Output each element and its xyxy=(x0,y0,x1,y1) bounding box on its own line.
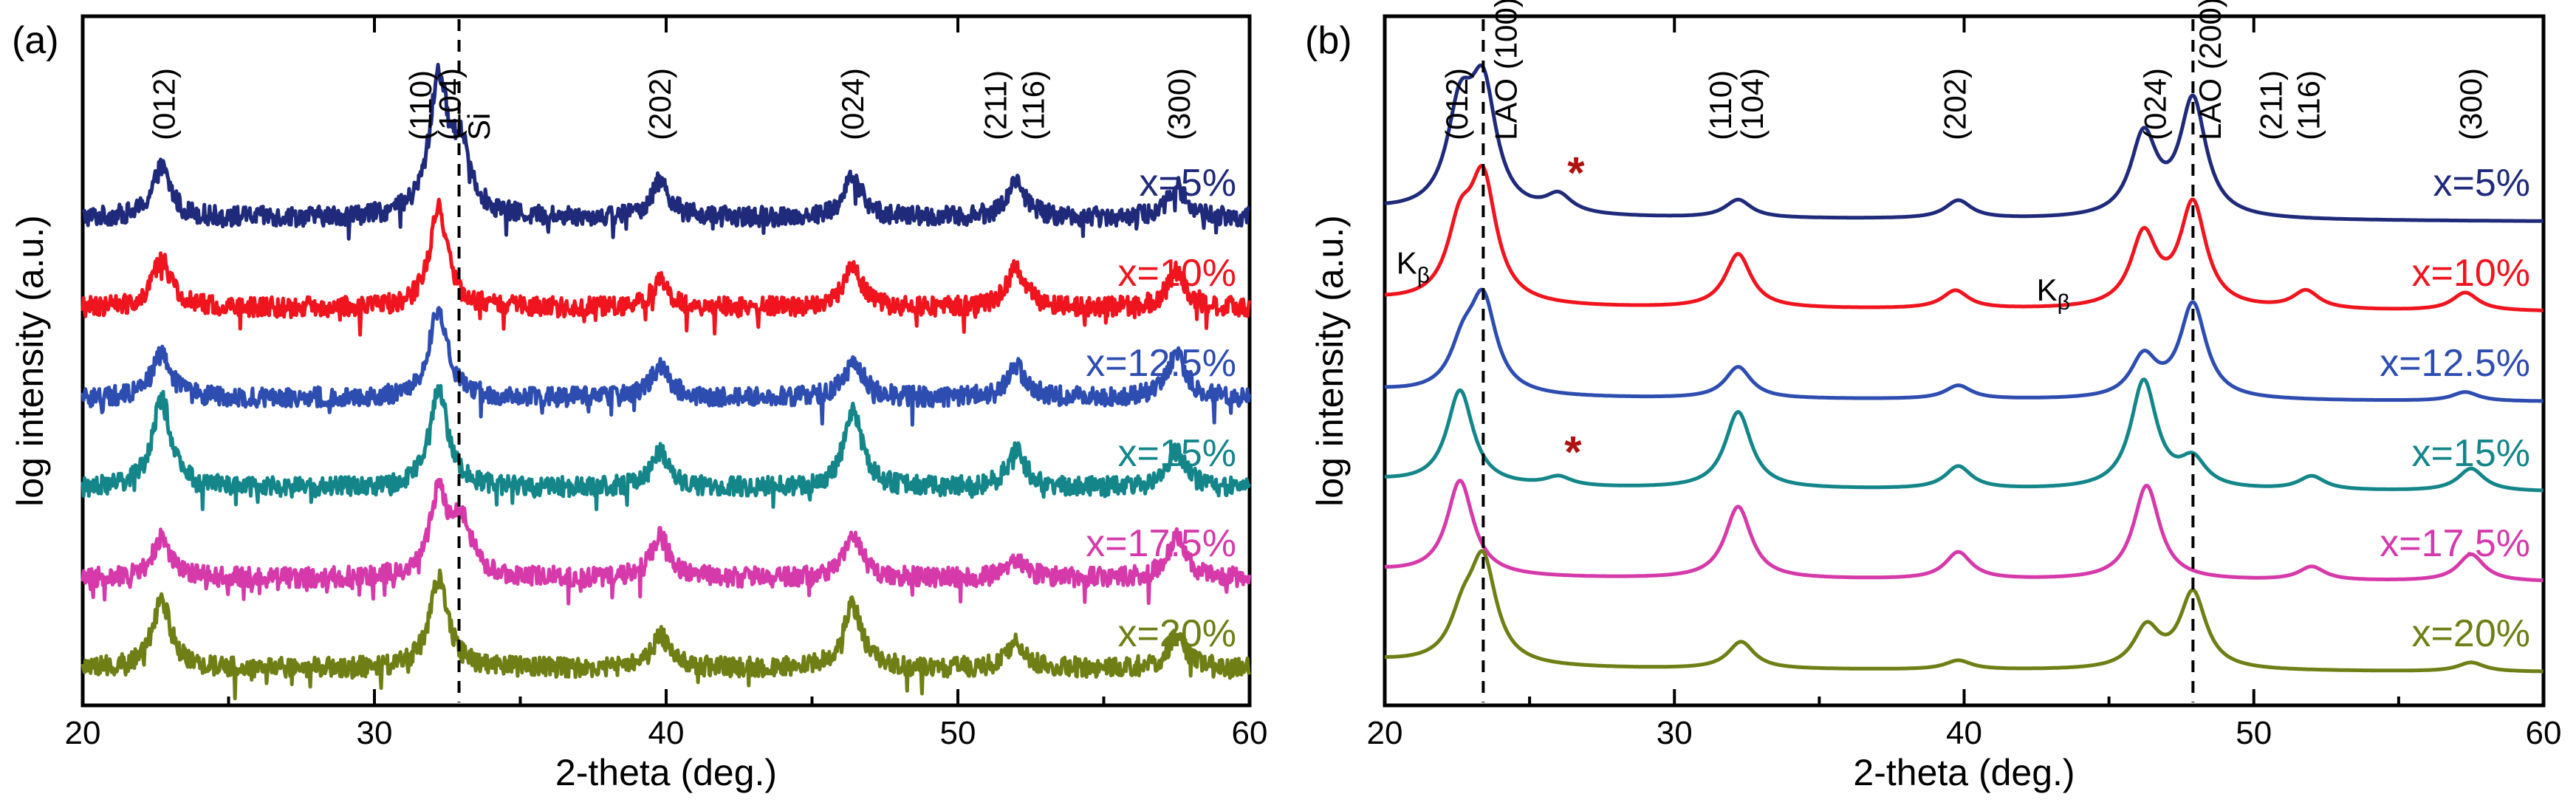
k-beta-subscript: β xyxy=(2058,290,2070,315)
series-label: x=10% xyxy=(2412,252,2530,295)
series-line xyxy=(1383,164,2544,312)
panel-b: 20 30 40 50 60 2-theta (deg.) log intensity (a… xyxy=(1305,0,2561,793)
peak-label: Si xyxy=(462,113,496,140)
series-line xyxy=(1383,479,2544,583)
x-tick-label: 20 xyxy=(1367,715,1403,751)
series-label: x=20% xyxy=(1118,612,1236,655)
panel-label: (a) xyxy=(12,19,59,62)
impurity-star-marker: * xyxy=(1567,148,1585,198)
series-line xyxy=(1383,64,2544,223)
x-tick-label: 50 xyxy=(940,715,976,751)
peak-label: (211) xyxy=(978,70,1013,140)
series-line xyxy=(80,477,1252,606)
k-beta-subscript: β xyxy=(1417,263,1430,287)
y-axis-title: log intensity (a.u.) xyxy=(1309,215,1351,507)
series-line xyxy=(1383,287,2544,403)
k-beta-annotation: Kβ xyxy=(2037,273,2070,315)
x-tick-label: 40 xyxy=(648,715,685,751)
peak-label: (211) xyxy=(2253,70,2288,140)
series-label: x=15% xyxy=(1118,432,1236,475)
peak-label: (202) xyxy=(643,68,677,140)
x-tick-label: 40 xyxy=(1946,715,1982,751)
panel-a: 20 30 40 50 60 2-theta (deg.) log intensity (a… xyxy=(10,14,1268,793)
x-axis-title: 2-theta (deg.) xyxy=(1853,752,2075,793)
series-line xyxy=(80,197,1252,337)
peak-label: (116) xyxy=(2291,70,2326,140)
series-label: x=17.5% xyxy=(1086,522,1236,565)
peak-label: (024) xyxy=(2137,68,2172,140)
series-label: x=5% xyxy=(1139,162,1236,205)
peak-label: LAO (100) xyxy=(1489,0,1524,140)
x-tick-label: 30 xyxy=(1657,715,1693,751)
x-tick-label: 30 xyxy=(357,715,393,751)
x-tick-label: 20 xyxy=(65,715,101,751)
series-label: x=5% xyxy=(2433,162,2530,205)
series-label: x=10% xyxy=(1118,252,1236,295)
series-label: x=15% xyxy=(2412,432,2530,475)
impurity-star-marker: * xyxy=(1564,428,1582,477)
peak-label: (300) xyxy=(2453,68,2488,140)
peak-label: (024) xyxy=(835,68,870,140)
y-axis-title: log intensity (a.u.) xyxy=(10,215,51,507)
x-tick-label: 60 xyxy=(2526,715,2562,751)
peak-label: (300) xyxy=(1162,68,1196,140)
series-line xyxy=(80,568,1252,701)
series-label: x=17.5% xyxy=(2380,522,2530,565)
k-beta-annotation: Kβ xyxy=(1397,245,1430,287)
x-tick-label: 50 xyxy=(2236,715,2272,751)
peak-label: (110) xyxy=(1703,70,1738,140)
series-label: x=20% xyxy=(2412,612,2530,655)
x-axis-title: 2-theta (deg.) xyxy=(555,752,777,793)
series-line xyxy=(1383,377,2544,493)
panel-label: (b) xyxy=(1305,19,1352,62)
peak-label: (012) xyxy=(147,68,182,140)
series-line xyxy=(80,383,1251,512)
peak-label: (116) xyxy=(1016,70,1051,140)
peak-label: (202) xyxy=(1938,68,1973,140)
peak-label: LAO (200) xyxy=(2193,0,2227,140)
series-line xyxy=(81,63,1250,241)
peak-label: (104) xyxy=(433,68,467,140)
series-label: x=12.5% xyxy=(1086,342,1236,385)
peak-label: (012) xyxy=(1439,68,1474,140)
peak-label: (104) xyxy=(1735,68,1770,140)
x-tick-label: 60 xyxy=(1232,715,1268,751)
series-label: x=12.5% xyxy=(2380,342,2530,385)
series-line xyxy=(1383,549,2544,674)
peak-label: (110) xyxy=(403,70,438,140)
series-line xyxy=(80,306,1252,427)
